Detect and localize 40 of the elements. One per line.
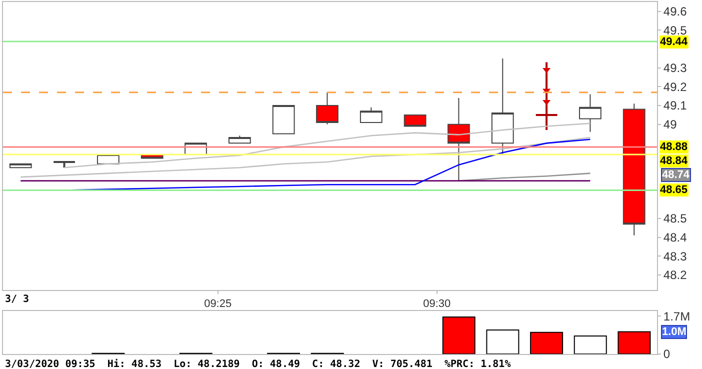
- y-tick-label: 48.2: [663, 268, 688, 282]
- x-tick-label: 09:25: [204, 298, 232, 310]
- y-tick-label: 49.6: [663, 4, 688, 19]
- y-tick-label: 48.4: [663, 230, 688, 244]
- bar: [530, 332, 564, 354]
- candlestick: [579, 94, 602, 132]
- y-tick-label: 49: [663, 118, 678, 132]
- bar: [574, 335, 607, 354]
- text: 3/ 3: [5, 294, 30, 305]
- ref-line-label: 49.44: [660, 36, 688, 48]
- candlestick: [622, 103, 646, 236]
- bar: [486, 329, 520, 354]
- bar: [442, 316, 476, 354]
- y-tick-label: 48.5: [663, 212, 688, 226]
- y-tick-label: 0: [663, 347, 670, 362]
- y-tick-label: 48.3: [663, 249, 688, 264]
- text: 3/03/2020 09:35 Hi: 48.53 Lo: 48.2189 O: 48.49 C: 48.32 V: 705.481 %PRC: 1.81%: [5, 358, 511, 369]
- y-tick-label: 49.5: [663, 23, 688, 38]
- text: 48.74: [662, 169, 690, 181]
- candlestick: [360, 106, 382, 123]
- candlestick: [228, 135, 251, 144]
- candlestick: [448, 98, 470, 182]
- candlestick: [272, 105, 295, 134]
- y-tick-label: 1.7M: [663, 309, 690, 324]
- x-tick-label: 09:30: [423, 298, 451, 310]
- ref-line-label: 48.65: [660, 184, 688, 196]
- ref-line-label: 48.88: [660, 141, 688, 153]
- series-label: 1.0M: [662, 326, 686, 338]
- y-tick-label: 49.3: [663, 61, 688, 76]
- candlestick: [404, 114, 426, 127]
- line-series: [20, 136, 591, 178]
- line-series: [64, 122, 591, 168]
- candlestick: [52, 161, 76, 169]
- y-tick-label: 49.2: [663, 80, 688, 94]
- candlestick: [491, 58, 514, 155]
- y-tick-label: 49.1: [663, 98, 688, 113]
- ref-line-label: 48.84: [660, 155, 688, 167]
- candlestick: [534, 61, 558, 131]
- bar: [618, 331, 651, 354]
- candlestick: [316, 92, 338, 125]
